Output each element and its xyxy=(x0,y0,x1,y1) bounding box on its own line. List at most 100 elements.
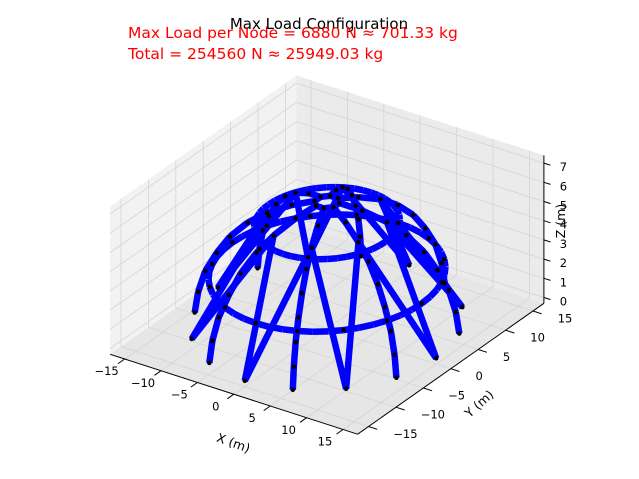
truss-node xyxy=(388,328,394,334)
truss-member xyxy=(241,246,315,383)
y-tick-label: −15 xyxy=(393,427,417,441)
truss-node xyxy=(395,220,401,226)
truss-node xyxy=(264,210,270,215)
truss-node xyxy=(433,356,439,361)
truss-node xyxy=(308,213,313,219)
truss-member xyxy=(268,323,284,333)
grid-line-z-back xyxy=(296,140,545,222)
grid-line-z-left xyxy=(109,121,297,253)
truss-node xyxy=(312,198,317,204)
truss-node xyxy=(299,291,305,296)
truss-node xyxy=(384,219,390,225)
chart-title: Max Load Configuration xyxy=(230,15,408,33)
x-tick-mark xyxy=(263,405,271,412)
grid-line-z-back xyxy=(296,102,545,183)
truss-member xyxy=(394,208,403,217)
truss-member xyxy=(298,268,310,294)
y-tick-label: 0 xyxy=(476,369,483,383)
truss-node xyxy=(343,220,348,225)
truss-member xyxy=(250,221,258,228)
z-tick-label: 6 xyxy=(560,179,567,193)
truss-member xyxy=(297,327,313,335)
truss-node xyxy=(439,279,445,285)
y-tick-mark xyxy=(368,426,378,430)
grid-line-z-back xyxy=(296,159,545,241)
truss-node xyxy=(394,375,399,381)
truss-node xyxy=(419,301,424,306)
grid-line-z-left xyxy=(109,82,297,215)
truss-node xyxy=(296,315,301,320)
truss-node xyxy=(384,318,390,323)
y-tick-mark xyxy=(423,387,433,392)
truss-node xyxy=(321,206,327,211)
truss-node xyxy=(360,208,365,213)
z-tick-label: 0 xyxy=(560,295,567,309)
truss-node xyxy=(305,254,311,260)
y-axis-line xyxy=(357,302,545,435)
truss-member xyxy=(452,311,463,335)
truss-node xyxy=(341,327,346,333)
truss-member xyxy=(358,193,381,203)
truss-node xyxy=(411,212,416,218)
truss-member xyxy=(441,266,449,275)
truss-member xyxy=(391,203,400,213)
truss-node xyxy=(230,240,235,245)
truss-member xyxy=(404,232,427,255)
truss-node xyxy=(253,320,259,326)
truss-member xyxy=(370,242,381,253)
truss-member xyxy=(395,202,416,218)
z-tick-label: 3 xyxy=(560,237,567,251)
truss-node xyxy=(457,331,462,336)
y-tick-label: 5 xyxy=(503,350,510,364)
truss-node xyxy=(245,220,250,225)
z-tick-label: 1 xyxy=(560,275,567,289)
z-tick-mark xyxy=(543,297,551,301)
truss-member xyxy=(256,206,266,216)
grid-line-z-left xyxy=(109,140,297,273)
truss-member xyxy=(289,366,298,390)
truss-member xyxy=(205,271,213,280)
truss-node xyxy=(295,328,300,334)
truss-node xyxy=(337,200,342,206)
truss-nodes xyxy=(189,184,465,393)
truss-member xyxy=(387,199,397,209)
truss-node xyxy=(192,310,197,315)
truss-member xyxy=(241,234,277,382)
truss-member xyxy=(226,271,244,297)
grid-line-z-left xyxy=(109,178,297,311)
x-axis-label: X (m) xyxy=(215,430,253,456)
truss-member xyxy=(209,316,222,342)
x-tick-mark xyxy=(299,417,307,423)
truss-member xyxy=(427,287,440,300)
truss-node xyxy=(366,259,372,265)
truss-node xyxy=(210,338,215,344)
truss-node xyxy=(242,378,248,384)
y-tick-label: 15 xyxy=(558,311,573,325)
truss-member xyxy=(195,270,209,293)
truss-node xyxy=(333,187,339,193)
truss-node xyxy=(453,309,459,315)
truss-node xyxy=(195,289,201,295)
truss-node xyxy=(345,186,350,192)
x-tick-mark xyxy=(154,370,162,376)
truss-member xyxy=(307,184,318,193)
z-tick-label: 4 xyxy=(560,218,567,232)
x-tick-label: 15 xyxy=(318,435,333,449)
truss-node xyxy=(207,284,212,290)
z-tick-label: 5 xyxy=(560,199,567,213)
truss-node xyxy=(309,245,314,250)
truss-node xyxy=(356,194,361,200)
truss-node xyxy=(264,223,270,228)
grid-line-y-floor xyxy=(148,326,397,408)
truss-node xyxy=(216,315,221,320)
truss-member xyxy=(327,254,338,263)
truss-node xyxy=(290,387,296,393)
truss-member xyxy=(254,234,263,243)
truss-member xyxy=(202,251,220,273)
x-tick-mark xyxy=(227,393,235,400)
truss-node xyxy=(327,193,333,199)
y-tick-label: 10 xyxy=(530,331,545,345)
truss-node xyxy=(349,193,355,198)
truss-node xyxy=(315,223,321,228)
truss-node xyxy=(306,190,311,196)
